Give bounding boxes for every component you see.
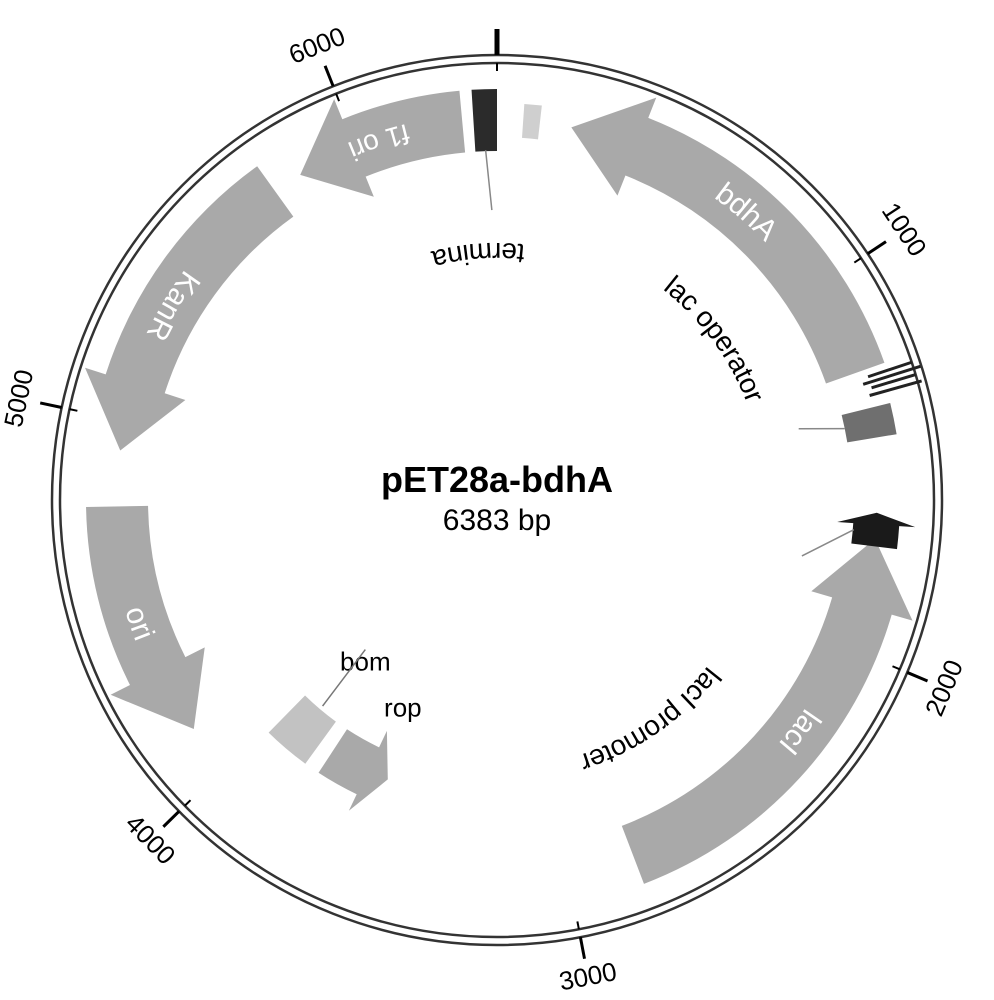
ruler-tick <box>580 937 584 959</box>
plasmid-name: pET28a-bdhA <box>381 459 613 500</box>
internal-label-lacIprom: lacI promoter <box>576 662 726 779</box>
feature-lacop_box <box>842 403 897 442</box>
ruler-tick <box>325 66 333 86</box>
feature-rop <box>319 729 388 810</box>
feature-mark <box>870 381 922 396</box>
ruler-label: 2000 <box>919 655 969 720</box>
outer-ring <box>52 55 942 945</box>
ruler-tick-inner <box>854 258 861 262</box>
ruler-tick <box>40 403 62 408</box>
leader-t7term <box>486 150 492 210</box>
ruler-tick <box>163 811 179 826</box>
feature-bom <box>269 696 336 764</box>
ruler-tick-inner <box>336 94 339 101</box>
plasmid-size: 6383 bp <box>443 504 551 537</box>
ruler-tick <box>907 672 927 681</box>
internal-label-lacop: lac operator <box>659 270 771 406</box>
ruler-tick-inner <box>577 921 578 929</box>
feature-small_ellipse <box>522 104 542 139</box>
ruler-label: 6000 <box>285 21 350 70</box>
feature-t7term_box <box>472 89 497 152</box>
leader-lacIprom <box>802 530 854 556</box>
ruler-label: 5000 <box>0 367 39 430</box>
ruler-tick-inner <box>185 800 191 806</box>
feature-lacI_prom_arrow <box>837 513 915 549</box>
ruler-label: 3000 <box>557 956 619 996</box>
feature-label-rop: rop <box>384 693 422 723</box>
inner-ring <box>60 63 934 937</box>
plasmid-map: 100020003000400050006000bdhAlacIropbomor… <box>0 0 994 1000</box>
ruler-label: 1000 <box>876 197 933 262</box>
ruler-tick-inner <box>70 409 78 411</box>
ruler-tick <box>868 242 886 254</box>
ruler-tick-inner <box>892 666 899 669</box>
